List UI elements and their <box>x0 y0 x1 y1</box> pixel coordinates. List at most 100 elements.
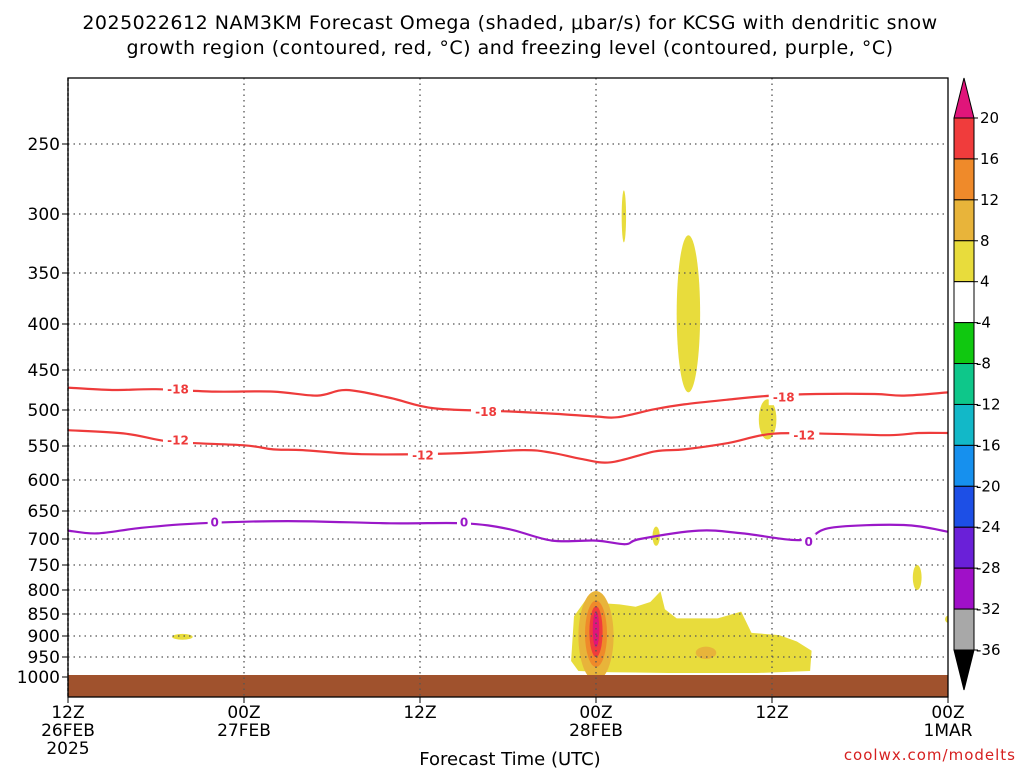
omega-feature-5 <box>912 565 922 590</box>
contour--12-line <box>67 429 949 464</box>
colorbar-box-12-to-8 <box>953 199 975 242</box>
y-tick-label-600: 600 <box>28 471 60 491</box>
colorbar-label-20: 20 <box>980 109 999 127</box>
chart-title-line1: 2025022612 NAM3KM Forecast Omega (shaded… <box>82 12 937 34</box>
omega-feature-9 <box>541 547 548 573</box>
x-tick-label-5-0: 00Z <box>931 703 964 723</box>
colorbar-label--36: -36 <box>976 641 1001 659</box>
omega-feature-2 <box>676 235 701 393</box>
contour--12-label-1: -12 <box>167 434 189 448</box>
contour-0-label-bg-3 <box>801 533 816 550</box>
contour-0-label-1: 0 <box>210 516 218 530</box>
y-tick-label-850: 850 <box>28 605 60 625</box>
omega-feature-10 <box>536 633 547 652</box>
y-tick-label-250: 250 <box>28 135 60 155</box>
colorbar-box--8-to--12 <box>953 363 975 405</box>
x-tick-label-1-1: 27FEB <box>217 721 271 741</box>
omega-feature-12 <box>922 628 933 636</box>
omega-core-8-5 <box>695 646 717 659</box>
terrain-band <box>68 675 948 697</box>
x-tick-label-3-0: 00Z <box>579 703 612 723</box>
x-axis-label: Forecast Time (UTC) <box>419 749 600 768</box>
x-tick-label-3-1: 28FEB <box>569 721 623 741</box>
omega-feature-6 <box>945 615 948 623</box>
contour--18-label-2: -18 <box>475 405 497 419</box>
x-tick-label-0-0: 12Z <box>51 703 84 723</box>
y-tick-label-800: 800 <box>28 581 60 601</box>
contour-0-label-bg-2 <box>457 514 471 531</box>
pressure-axis: 250 300 350 400 450 500 550 600 650 700 750 800 8509… <box>17 135 68 688</box>
x-tick-label-5-1: 1MAR <box>924 721 973 741</box>
omega-feature-1 <box>621 190 627 243</box>
contour--18-label-3: -18 <box>773 391 795 405</box>
contour-0-label-bg-1 <box>207 514 222 531</box>
colorbar-label--8: -8 <box>976 355 991 373</box>
colorbar-label--24: -24 <box>976 518 1001 536</box>
y-tick-label-400: 400 <box>28 315 60 335</box>
y-tick-label-550: 550 <box>28 437 60 457</box>
contour--18-label-bg-2 <box>471 403 501 420</box>
colorbar-box--32-to--36 <box>953 608 975 651</box>
colorbar-label-12: 12 <box>980 191 999 209</box>
contour--12-label-bg-2 <box>407 446 438 463</box>
colorbar-label--32: -32 <box>976 600 1001 618</box>
contour-0-label-2: 0 <box>460 516 468 530</box>
colorbar-box-20-to-16 <box>953 117 975 160</box>
contour--12-label-bg-1 <box>163 432 193 449</box>
colorbar-top-arrow <box>953 77 975 119</box>
colorbar-box--20-to--24 <box>953 485 975 528</box>
y-tick-label-1000: 1000 <box>17 668 60 688</box>
colorbar-box-8-to-4 <box>953 240 975 283</box>
colorbar-label--20: -20 <box>976 477 1001 495</box>
contour--12-label-3: -12 <box>793 429 815 443</box>
x-tick-label-0-2: 2025 <box>46 739 89 759</box>
y-tick-label-650: 650 <box>28 502 60 522</box>
contour-0-line <box>67 519 949 546</box>
contour--18-label-1: -18 <box>167 383 189 397</box>
colorbar-box-16-to-12 <box>953 158 975 201</box>
x-tick-label-0-1: 26FEB <box>41 721 95 741</box>
contour--18-label-bg-1 <box>163 381 193 398</box>
y-tick-label-700: 700 <box>28 530 60 550</box>
colorbar-label--4: -4 <box>976 314 991 332</box>
contour-0-label-3: 0 <box>804 535 812 549</box>
contour--12-label-bg-3 <box>789 427 820 444</box>
y-tick-label-500: 500 <box>28 401 60 421</box>
omega-negative-region <box>273 652 344 673</box>
colorbar-box-4-to--4 <box>953 281 975 324</box>
temperature-contours: -18 -18 -18 -12 -12 -12 0 0 0 <box>67 381 949 550</box>
contour--12-label-2: -12 <box>412 448 434 462</box>
credit-text: coolwx.com/modelts <box>844 746 1016 764</box>
plot-frame <box>67 77 949 698</box>
colorbar-box--24-to--28 <box>953 526 975 569</box>
chart-title-line2: growth region (contoured, red, °C) and f… <box>126 37 893 59</box>
x-tick-label-4-0: 12Z <box>755 703 788 723</box>
y-tick-label-900: 900 <box>28 627 60 647</box>
colorbar-label--16: -16 <box>976 436 1001 454</box>
omega-colorbar: 20 16 12 8 4 -4 -8 -12 -16 -20 -24 -28 -32 -36 <box>953 77 1001 691</box>
y-tick-label-450: 450 <box>28 361 60 381</box>
x-tick-label-2-0: 12Z <box>403 703 436 723</box>
contour--18-label-bg-3 <box>768 389 799 406</box>
omega-feature-11 <box>563 631 571 641</box>
colorbar-label--12: -12 <box>976 395 1001 413</box>
plot-gridlines <box>68 78 948 697</box>
colorbar-box--28-to--32 <box>953 567 975 610</box>
colorbar-label-4: 4 <box>980 273 990 291</box>
colorbar-bottom-arrow <box>953 649 975 691</box>
contour--18-line <box>67 386 949 419</box>
colorbar-label--28: -28 <box>976 559 1001 577</box>
y-tick-label-300: 300 <box>28 205 60 225</box>
colorbar-label-16: 16 <box>980 150 999 168</box>
omega-positive-main-region <box>571 591 812 673</box>
colorbar-box--16-to--20 <box>953 444 975 487</box>
colorbar-box--4-to--8 <box>953 322 975 365</box>
y-tick-label-750: 750 <box>28 556 60 576</box>
x-tick-label-1-0: 00Z <box>227 703 260 723</box>
colorbar-box--12-to--16 <box>953 403 975 446</box>
y-tick-label-350: 350 <box>28 264 60 284</box>
plot-border <box>67 77 949 698</box>
omega-feature-7 <box>172 633 193 640</box>
